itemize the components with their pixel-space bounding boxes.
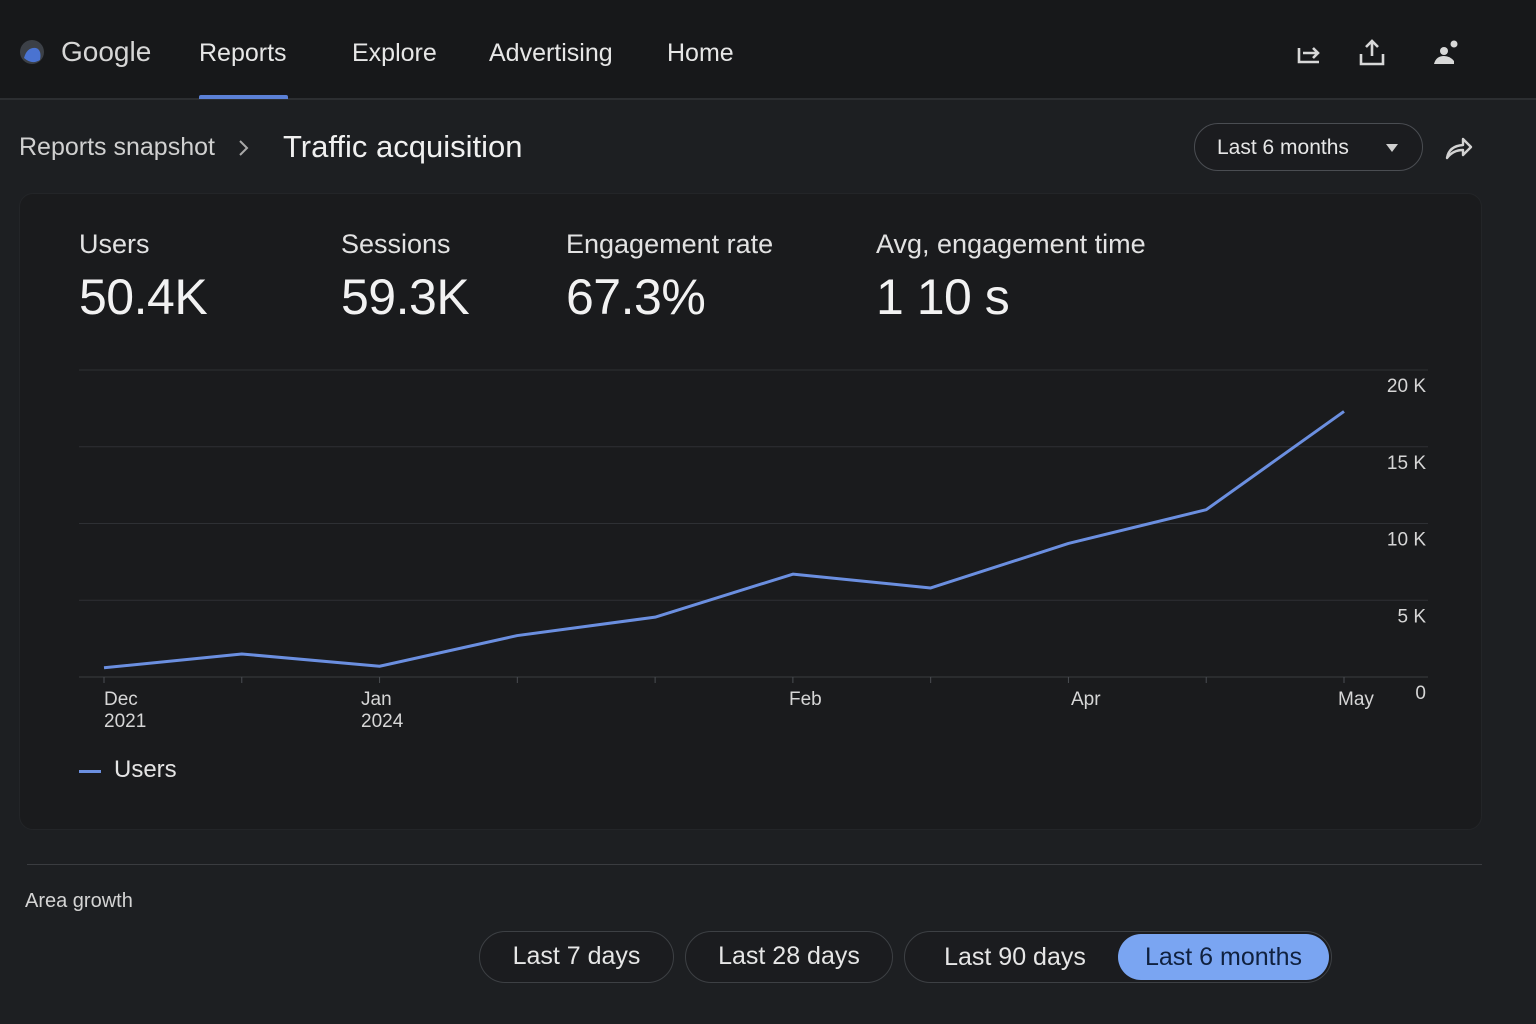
x-tick-label: Jan: [361, 689, 392, 710]
y-tick-label: 10 K: [1387, 530, 1426, 551]
x-tick-label: May: [1338, 689, 1374, 710]
breadcrumb-parent-link[interactable]: Reports snapshot: [19, 133, 215, 161]
date-range-selected-label: Last 6 months: [1217, 136, 1349, 159]
nav-tab-advertising[interactable]: Advertising: [489, 39, 613, 67]
page-title: Traffic acquisition: [283, 129, 523, 164]
metric-value: 50.4K: [79, 269, 208, 325]
metric-value: 1 10 s: [876, 269, 1010, 325]
section-label: Area growth: [25, 890, 133, 912]
x-tick-label-year: 2024: [361, 711, 404, 732]
metric-label: Engagement rate: [566, 229, 774, 259]
metric-sessions[interactable]: Sessions 59.3K: [341, 229, 470, 326]
share-icon[interactable]: [1443, 134, 1473, 162]
nav-tab-explore[interactable]: Explore: [352, 39, 437, 67]
chevron-down-icon: [1386, 144, 1398, 152]
date-range-dropdown[interactable]: Last 6 months: [1194, 123, 1423, 171]
account-icon[interactable]: [1430, 38, 1460, 68]
nav-tab-reports[interactable]: Reports: [199, 39, 287, 67]
x-tick-label: Apr: [1071, 689, 1101, 710]
metric-avg-engagement-time[interactable]: Avg, engagement time 1 10 s: [876, 229, 1146, 326]
series-line-users: [103, 410, 1345, 670]
metric-value: 67.3%: [566, 269, 706, 325]
x-tick-label: Feb: [789, 689, 822, 710]
metric-label: Users: [79, 229, 150, 259]
chevron-right-icon: [239, 140, 249, 156]
range-button-last-28-days[interactable]: Last 28 days: [685, 931, 893, 983]
upload-icon[interactable]: [1357, 38, 1387, 68]
metric-engagement-rate[interactable]: Engagement rate 67.3%: [566, 229, 773, 326]
report-card: Users 50.4K Sessions 59.3K Engagement ra…: [19, 193, 1482, 830]
x-tick-label: Dec: [104, 689, 138, 710]
active-tab-indicator: [199, 95, 288, 99]
top-navigation-bar: Google Reports Explore Advertising Home: [0, 0, 1536, 100]
forward-icon[interactable]: [1294, 38, 1324, 68]
metric-label: Avg, engagement time: [876, 229, 1146, 259]
metric-users[interactable]: Users 50.4K: [79, 229, 208, 326]
legend-label: Users: [114, 756, 177, 783]
y-tick-label: 0: [1415, 683, 1426, 704]
range-button-last-7-days[interactable]: Last 7 days: [479, 931, 674, 983]
google-logo-icon: [20, 40, 44, 64]
brand-name[interactable]: Google: [61, 36, 152, 67]
x-tick-label-year: 2021: [104, 711, 146, 732]
metric-label: Sessions: [341, 229, 451, 259]
legend-swatch: [79, 770, 101, 773]
nav-tab-home[interactable]: Home: [667, 39, 734, 67]
section-divider: [27, 864, 1482, 865]
y-tick-label: 5 K: [1397, 606, 1426, 627]
metric-value: 59.3K: [341, 269, 470, 325]
range-button-last-6-months[interactable]: Last 6 months: [1118, 934, 1329, 980]
range-button-last-90-days[interactable]: Last 90 days: [944, 943, 1086, 971]
range-button-group: Last 90 days Last 6 months: [904, 931, 1332, 983]
y-tick-label: 15 K: [1387, 453, 1426, 474]
y-tick-label: 20 K: [1387, 376, 1426, 397]
